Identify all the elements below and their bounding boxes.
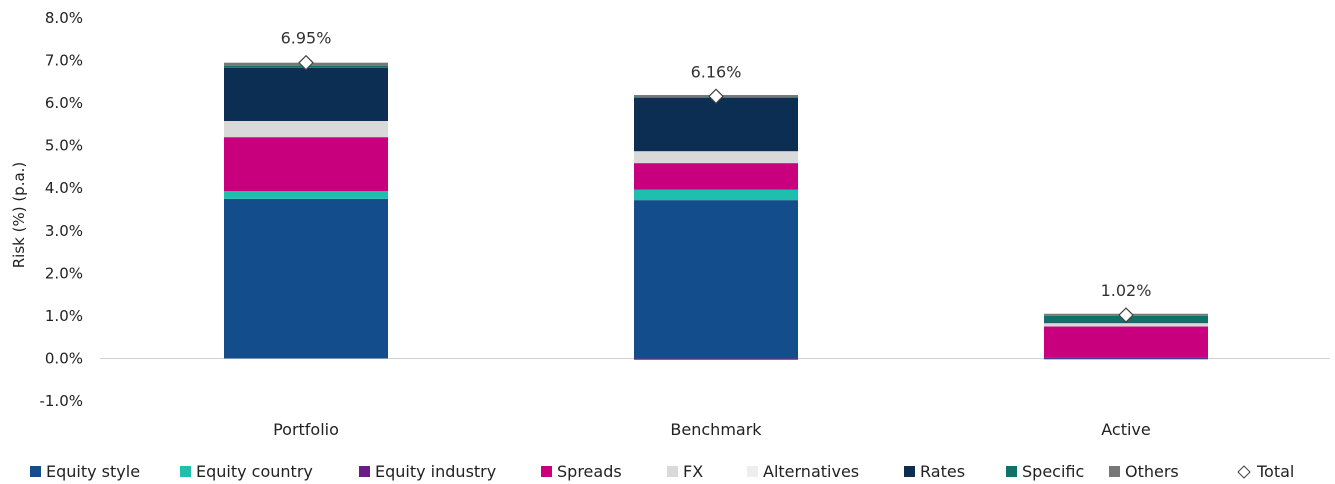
legend-swatch-rates bbox=[904, 466, 915, 477]
legend-item-rates: Rates bbox=[904, 462, 965, 481]
total-label-active: 1.02% bbox=[1101, 281, 1152, 300]
legend-item-alternatives: Alternatives bbox=[747, 462, 859, 481]
legend-item-fx: FX bbox=[667, 462, 703, 481]
bars-group bbox=[224, 62, 1208, 360]
legend-swatch-fx bbox=[667, 466, 678, 477]
y-axis-title: Risk (%) (p.a.) bbox=[10, 162, 28, 269]
y-tick-label-9: 8.0% bbox=[45, 9, 83, 27]
y-tick-label-8: 7.0% bbox=[45, 52, 83, 70]
legend: Equity style Equity country Equity industr… bbox=[30, 462, 1294, 481]
bar-benchmark-equity-style bbox=[634, 200, 798, 359]
bar-benchmark-rates bbox=[634, 97, 798, 152]
y-tick-label-6: 5.0% bbox=[45, 137, 83, 155]
bar-portfolio-rates bbox=[224, 67, 388, 121]
legend-label-fx: FX bbox=[683, 462, 703, 481]
bar-active-fx bbox=[1044, 323, 1208, 327]
legend-item-equity-style: Equity style bbox=[30, 462, 140, 481]
legend-item-spreads: Spreads bbox=[541, 462, 622, 481]
legend-swatch-others bbox=[1109, 466, 1120, 477]
total-marker-active bbox=[1118, 307, 1134, 323]
total-marker-portfolio bbox=[298, 54, 314, 71]
legend-label-equity-industry: Equity industry bbox=[375, 462, 496, 481]
legend-swatch-specific bbox=[1006, 466, 1017, 477]
bar-portfolio-equity-country bbox=[224, 191, 388, 199]
legend-swatch-alternatives bbox=[747, 466, 758, 477]
legend-swatch-total bbox=[1237, 465, 1251, 479]
x-tick-label-portfolio: Portfolio bbox=[273, 420, 339, 439]
legend-swatch-equity-style bbox=[30, 466, 41, 477]
bar-active-equity-industry bbox=[1044, 358, 1208, 360]
legend-label-equity-style: Equity style bbox=[46, 462, 140, 481]
legend-label-total: Total bbox=[1256, 462, 1294, 481]
x-axis-labels: Portfolio Benchmark Active bbox=[273, 420, 1151, 439]
x-tick-label-benchmark: Benchmark bbox=[670, 420, 762, 439]
legend-label-others: Others bbox=[1125, 462, 1179, 481]
y-tick-label-5: 4.0% bbox=[45, 179, 83, 197]
total-label-benchmark: 6.16% bbox=[691, 62, 742, 81]
legend-swatch-spreads bbox=[541, 466, 552, 477]
legend-label-equity-country: Equity country bbox=[196, 462, 313, 481]
legend-item-total: Total bbox=[1237, 462, 1294, 481]
legend-item-equity-country: Equity country bbox=[180, 462, 313, 481]
bar-portfolio-fx bbox=[224, 120, 388, 138]
legend-label-spreads: Spreads bbox=[557, 462, 622, 481]
total-label-portfolio: 6.95% bbox=[281, 29, 332, 48]
bar-benchmark-spreads bbox=[634, 163, 798, 190]
legend-label-rates: Rates bbox=[920, 462, 965, 481]
bar-benchmark-equity-industry bbox=[634, 358, 798, 360]
y-tick-label-7: 6.0% bbox=[45, 94, 83, 112]
x-tick-label-active: Active bbox=[1101, 420, 1151, 439]
bar-portfolio-equity-style bbox=[224, 198, 388, 359]
legend-swatch-equity-industry bbox=[359, 466, 370, 477]
legend-swatch-equity-country bbox=[180, 466, 191, 477]
total-marker-benchmark bbox=[708, 88, 724, 105]
bar-active-spreads bbox=[1044, 326, 1208, 358]
totals-group: 6.95% 6.16% 1.02% bbox=[281, 29, 1152, 323]
bar-benchmark-equity-country bbox=[634, 189, 798, 201]
legend-label-specific: Specific bbox=[1022, 462, 1084, 481]
legend-label-alternatives: Alternatives bbox=[763, 462, 859, 481]
legend-item-equity-industry: Equity industry bbox=[359, 462, 496, 481]
legend-item-specific: Specific bbox=[1006, 462, 1084, 481]
bar-portfolio-spreads bbox=[224, 137, 388, 192]
y-tick-label-4: 3.0% bbox=[45, 222, 83, 240]
y-axis: -1.0% 0.0% 1.0% 2.0% 3.0% 4.0% 5.0% 6.0% 7.0% 8.0… bbox=[39, 9, 83, 410]
y-tick-label-0: -1.0% bbox=[39, 392, 83, 410]
y-tick-label-3: 2.0% bbox=[45, 264, 83, 282]
bar-benchmark-fx bbox=[634, 151, 798, 164]
bar-active-equity-style bbox=[1044, 357, 1208, 359]
legend-item-others: Others bbox=[1109, 462, 1179, 481]
y-tick-label-1: 0.0% bbox=[45, 349, 83, 367]
y-tick-label-2: 1.0% bbox=[45, 307, 83, 325]
